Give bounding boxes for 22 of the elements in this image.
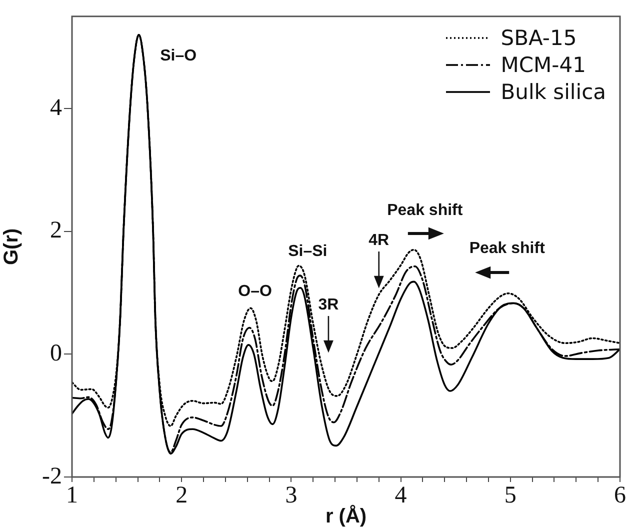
legend-label: MCM-41 — [500, 52, 586, 77]
x-tick-label: 4 — [394, 482, 407, 509]
y-axis-title: G(r) — [0, 228, 23, 266]
annotation: 4R — [368, 232, 390, 249]
y-tick-label: 2 — [50, 218, 62, 244]
legend-label: SBA-15 — [500, 26, 577, 50]
y-tick-label: 4 — [50, 94, 62, 121]
y-tick-label: 0 — [50, 340, 62, 366]
annotation: Peak shift — [469, 240, 546, 257]
x-tick-label: 3 — [285, 482, 298, 509]
annotation: Peak shift — [387, 202, 464, 219]
x-tick-label: 6 — [614, 482, 626, 509]
x-tick-label: 2 — [176, 482, 188, 509]
x-tick-label: 1 — [66, 482, 78, 509]
annotation: Si–O — [160, 48, 197, 65]
y-tick-label: -2 — [42, 463, 62, 490]
x-axis-title: r (Å) — [325, 504, 367, 528]
annotation: Si–Si — [288, 243, 328, 260]
legend-label: Bulk silica — [500, 80, 606, 104]
x-tick-label: 5 — [504, 482, 516, 509]
annotation: 3R — [318, 296, 340, 314]
annotation: O–O — [238, 282, 272, 300]
